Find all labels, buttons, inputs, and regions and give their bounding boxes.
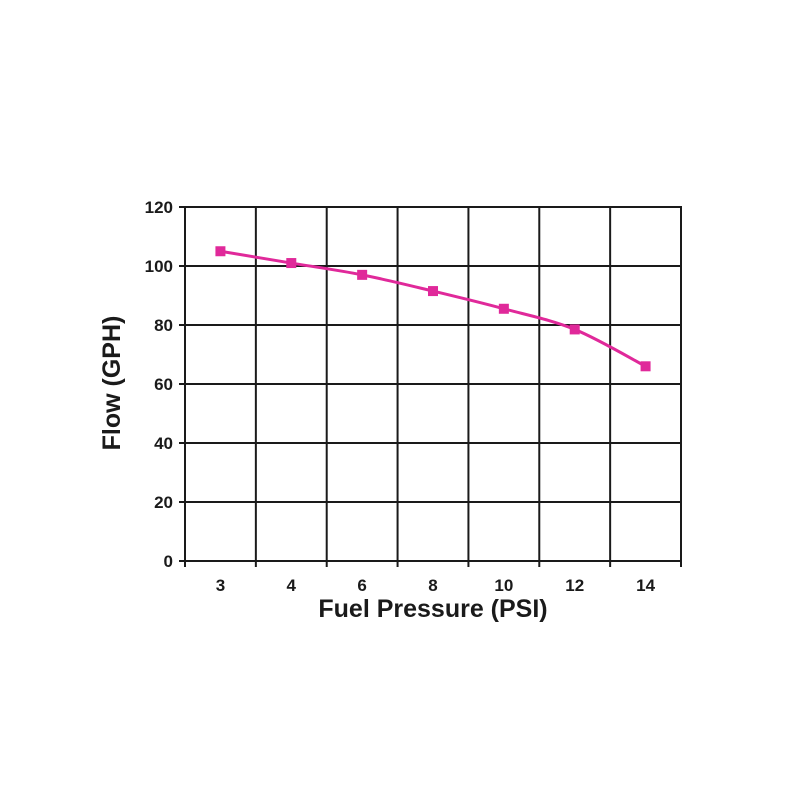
y-tick-label: 80: [154, 316, 173, 335]
y-tick-label: 120: [145, 198, 173, 217]
x-tick-label: 10: [494, 576, 513, 595]
y-tick-label: 100: [145, 257, 173, 276]
x-axis-title: Fuel Pressure (PSI): [318, 595, 547, 623]
data-point: [428, 286, 438, 297]
data-point: [215, 246, 226, 257]
x-tick-label: 14: [636, 576, 655, 595]
y-tick-label: 20: [154, 493, 173, 512]
y-axis-title: Flow (GPH): [98, 316, 126, 451]
data-point: [569, 324, 580, 335]
x-tick-label: 3: [216, 576, 225, 595]
y-tick-label: 40: [154, 434, 173, 453]
series: [215, 246, 651, 372]
y-axis: 0 20 40 60 80 100 120: [145, 198, 185, 571]
data-point: [640, 361, 651, 372]
data-point: [286, 258, 297, 269]
x-tick-label: 12: [565, 576, 584, 595]
x-tick-label: 4: [287, 576, 297, 595]
data-point: [498, 303, 509, 314]
x-tick-label: 6: [357, 576, 366, 595]
x-axis: 3 4 6 8 10 12 14: [184, 561, 682, 595]
y-tick-label: 60: [154, 375, 173, 394]
y-tick-label: 0: [164, 552, 173, 571]
grid: [185, 206, 681, 562]
series-line: [220, 249, 647, 368]
data-point: [357, 269, 368, 280]
x-tick-label: 8: [428, 576, 437, 595]
